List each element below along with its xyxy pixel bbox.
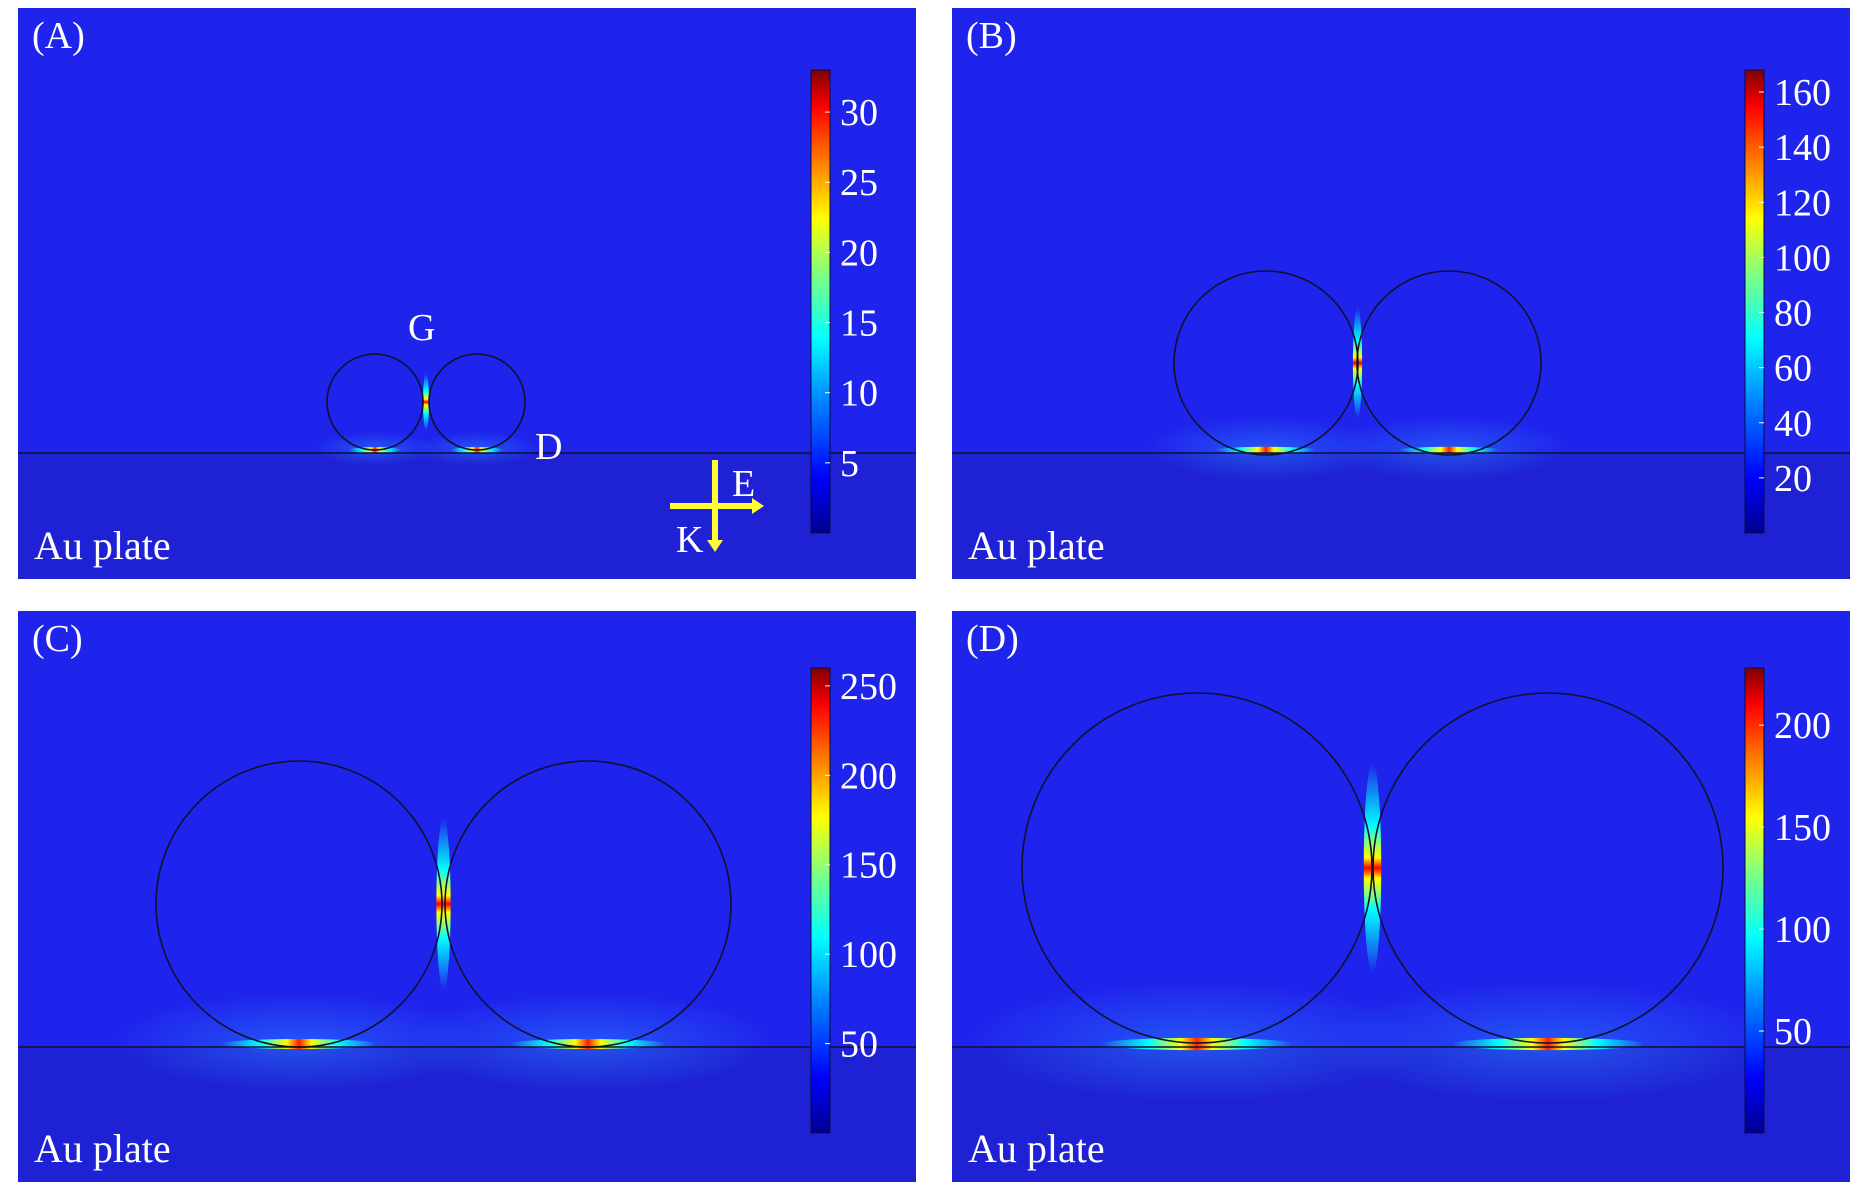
colorbar-tick-label: 100 [1774,909,1831,951]
nanoparticle-outline [326,353,424,451]
diameter-marker-label: D [535,426,562,468]
gap-hotspot [423,373,429,431]
colorbar-tick-label: 100 [1774,237,1831,279]
panel-label: (D) [966,618,1019,660]
colorbar-tick-label: 25 [840,162,878,204]
au-plate-label: Au plate [34,1126,171,1171]
au-plate-label: Au plate [34,523,171,568]
nanoparticle-outline [1021,692,1373,1044]
colorbar-tick-label: 50 [840,1024,878,1066]
au-plate-label: Au plate [968,1126,1105,1171]
nanoparticle-outline [1356,270,1542,456]
colorbar-tick-label: 50 [1774,1011,1812,1053]
colorbar-tick-label: 150 [840,845,897,887]
contact-hotspot [1100,1037,1294,1051]
colorbar [810,667,831,1134]
panel-d: 200 150 100 50 (D) Au plate [952,611,1850,1182]
panel-a: 30 25 20 15 10 5 (A) Au plate G D EK [18,8,916,579]
colorbar-tick-label: 15 [840,303,878,345]
panel-b: 160 140 120 100 80 60 40 20 (B) Au plate [952,8,1850,579]
au-plate-region [18,453,916,579]
colorbar-tick-label: 150 [1774,807,1831,849]
colorbar-tick-label: 100 [840,934,897,976]
colorbar-tick-label: 140 [1774,127,1831,169]
nanoparticle-outline [1173,270,1359,456]
panel-c: 250 200 150 100 50 (C) Au plate [18,611,916,1182]
colorbar-tick-label: 250 [840,666,897,708]
colorbar-tick-label: 80 [1774,293,1812,335]
k-vector-label: K [676,519,704,561]
panel-label: (A) [32,15,85,57]
colorbar [810,69,831,534]
gap-hotspot [436,818,451,990]
colorbar-tick-label: 10 [840,373,878,415]
colorbar-tick-label: 20 [1774,458,1812,500]
colorbar-tick-label: 200 [840,755,897,797]
colorbar-tick-label: 5 [840,443,859,485]
colorbar-tick-label: 200 [1774,705,1831,747]
contact-hotspot [1451,1037,1645,1051]
colorbar [1744,667,1765,1134]
panel-label: (B) [966,15,1017,57]
e-field-label: E [732,463,755,505]
colorbar-tick-label: 160 [1774,72,1831,114]
colorbar [1744,69,1765,534]
colorbar-tick-label: 30 [840,92,878,134]
colorbar-tick-label: 120 [1774,182,1831,224]
e-field-arrowhead [752,498,764,514]
nanoparticle-outline [1372,692,1724,1044]
panel-label: (C) [32,618,83,660]
au-plate-label: Au plate [968,523,1105,568]
k-vector-arrowhead [707,540,723,552]
gap-marker-label: G [408,307,435,349]
colorbar-tick-label: 40 [1774,403,1812,445]
polarization-axes: EK [670,460,764,561]
nanoparticle-outline [428,353,526,451]
colorbar-tick-label: 20 [840,232,878,274]
colorbar-tick-label: 60 [1774,348,1812,390]
